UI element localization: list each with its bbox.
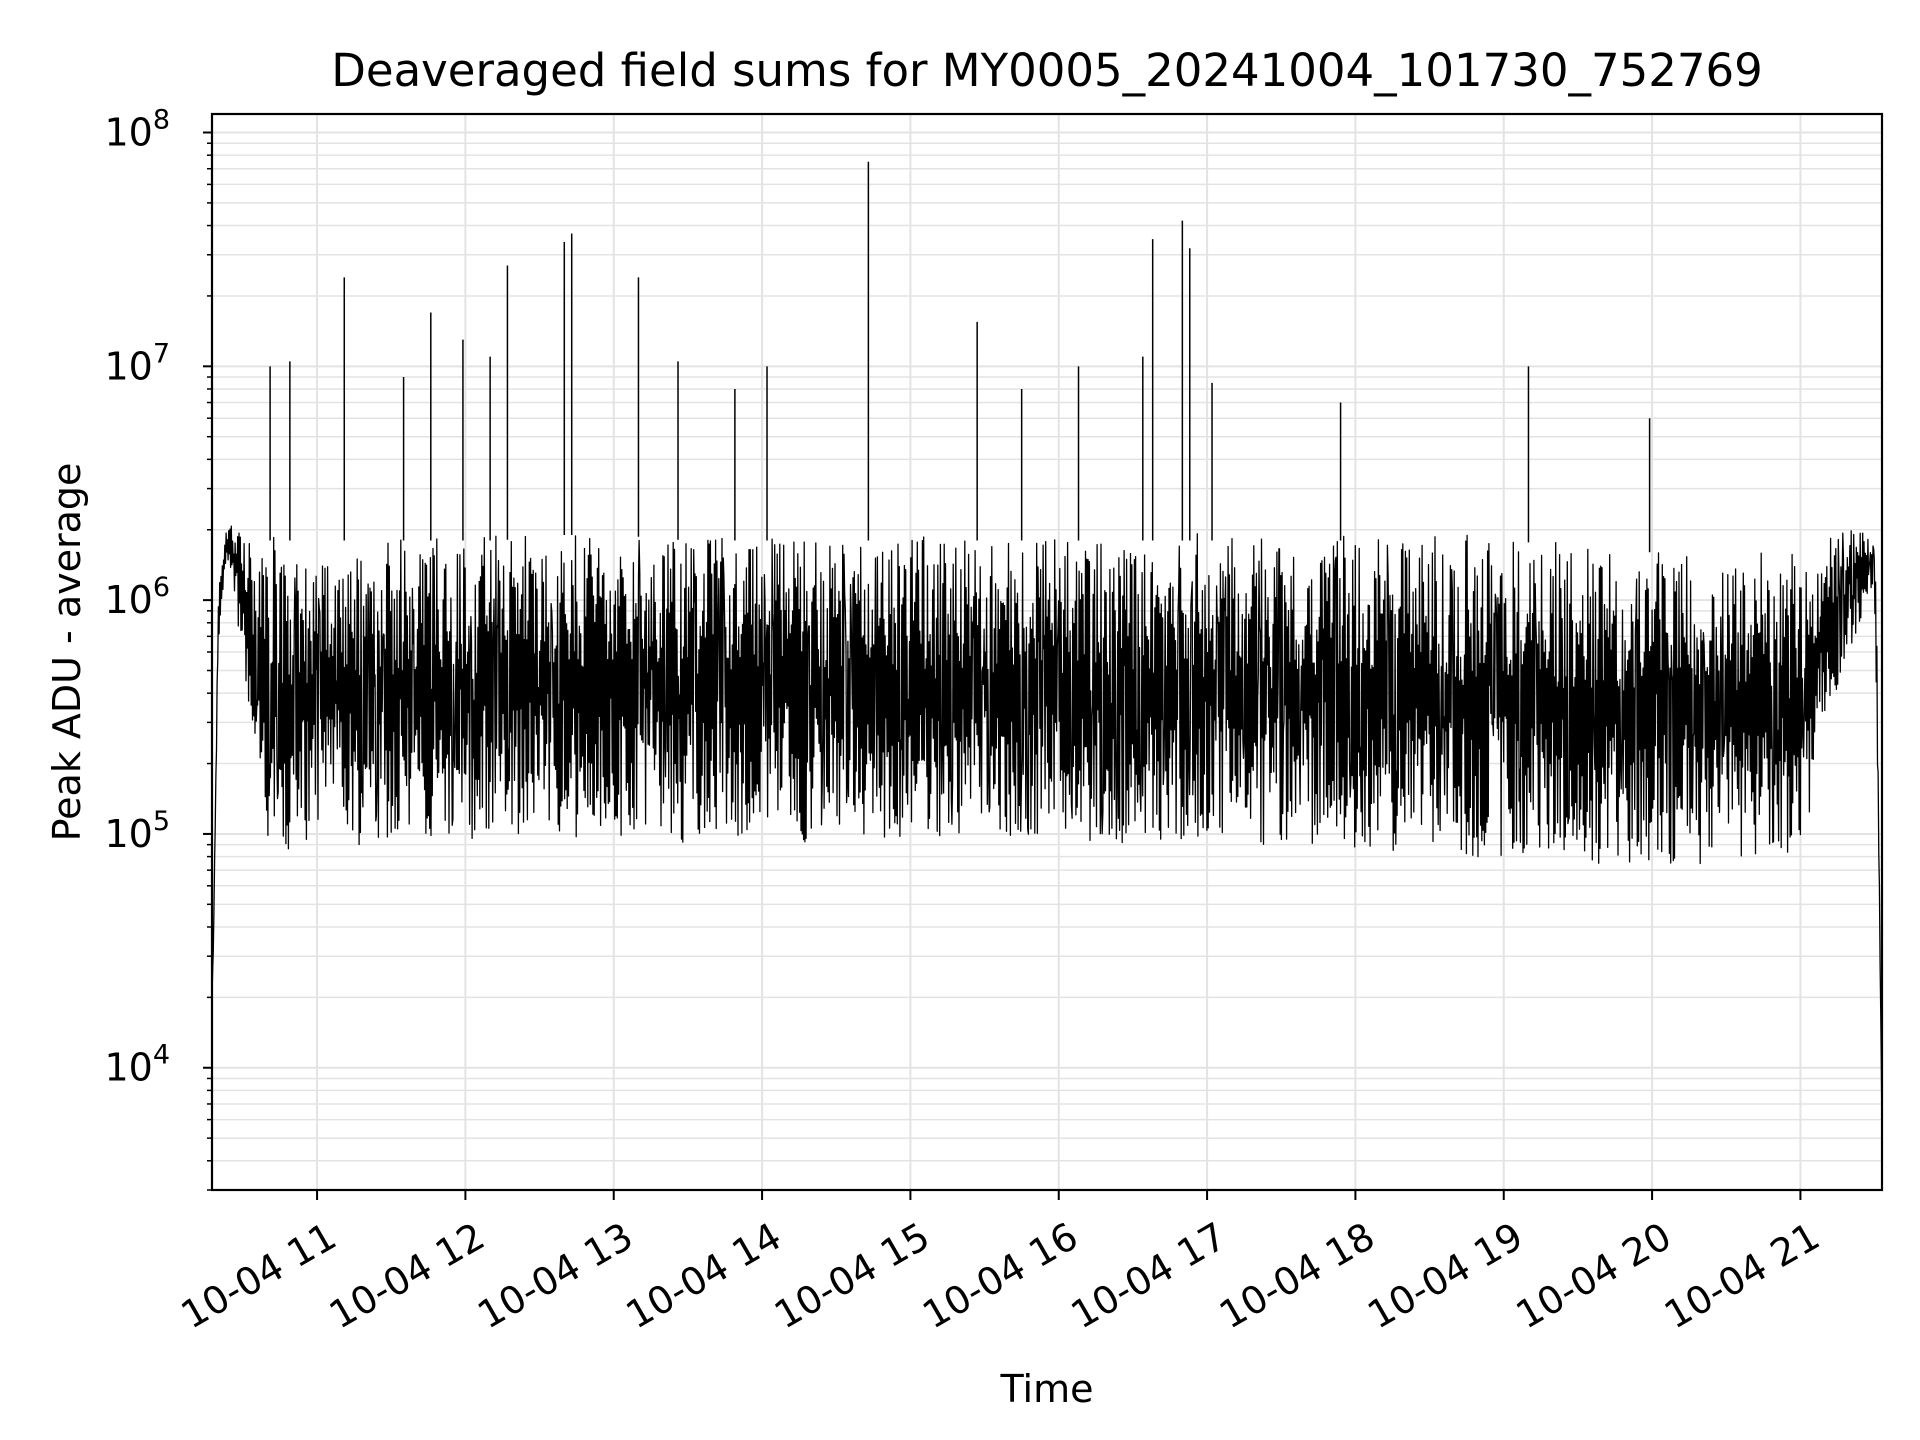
x-tick-label: 10-04 15 [767, 1214, 937, 1338]
y-tick-label: 104 [104, 1040, 170, 1090]
series-line [211, 525, 1883, 1133]
x-tick-label: 10-04 16 [915, 1214, 1085, 1338]
y-tick-label: 108 [104, 105, 170, 155]
chart-title: Deaveraged field sums for MY0005_2024100… [331, 44, 1763, 97]
y-axis-label: Peak ADU - average [45, 463, 89, 842]
x-tick-label: 10-04 14 [619, 1214, 789, 1338]
x-tick-label: 10-04 12 [322, 1214, 492, 1338]
x-axis-label: Time [1000, 1367, 1094, 1411]
y-tick-label: 107 [104, 338, 170, 388]
y-tick-label: 105 [104, 806, 170, 856]
x-tick-label: 10-04 17 [1064, 1214, 1234, 1338]
x-tick-label: 10-04 20 [1509, 1214, 1679, 1338]
series-layer [211, 161, 1883, 1133]
x-tick-label: 10-04 18 [1212, 1214, 1382, 1338]
y-axis: 104 105 106 107 108 [104, 105, 212, 1191]
x-tick-label: 10-04 19 [1360, 1214, 1530, 1338]
x-tick-label: 10-04 13 [470, 1214, 640, 1338]
y-tick-label: 106 [104, 572, 170, 622]
x-tick-label: 10-04 11 [174, 1214, 344, 1338]
grid [212, 114, 1882, 1191]
x-tick-label: 10-04 21 [1657, 1214, 1827, 1338]
